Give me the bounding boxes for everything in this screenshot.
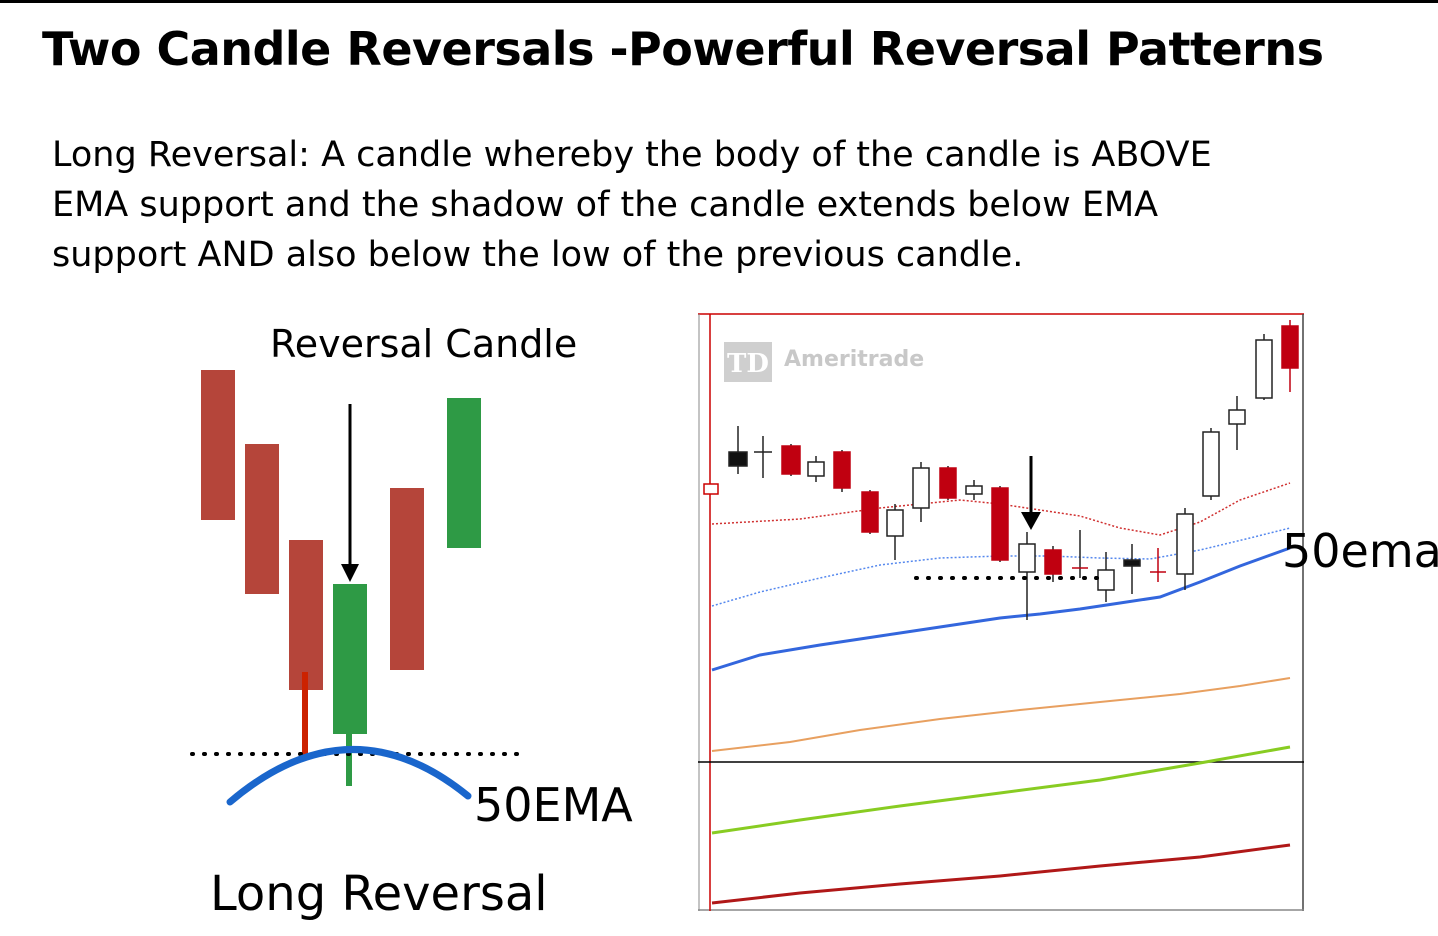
long-reversal-diagram	[190, 370, 526, 806]
candle-body	[781, 445, 801, 475]
diagram-ema-label: 50EMA	[474, 778, 633, 832]
chart-arrow-head	[1021, 512, 1041, 530]
candle-body	[939, 467, 957, 499]
bear-candle-3-wick	[302, 672, 308, 758]
candle-body	[861, 491, 879, 533]
candle-body	[886, 509, 904, 537]
definition-text: Long Reversal: A candle whereby the body…	[52, 130, 1352, 280]
candle-body	[1044, 549, 1062, 575]
candle-body	[965, 485, 983, 495]
td-logo-text: TD	[727, 349, 769, 379]
candle-body	[1018, 543, 1036, 573]
candle-body	[728, 451, 748, 467]
chart-background	[698, 313, 1304, 911]
bear-candle-2	[245, 444, 279, 594]
long-reversal-caption: Long Reversal	[210, 866, 548, 922]
candle-body	[1228, 409, 1246, 425]
candle-body	[1123, 559, 1141, 567]
reversal-candle-body	[333, 584, 367, 734]
candle-body	[1255, 339, 1273, 399]
bull-candle-2	[447, 398, 481, 548]
candle-body	[1202, 431, 1220, 497]
definition-line-3: support AND also below the low of the pr…	[52, 235, 1024, 275]
reversal-candle-label: Reversal Candle	[270, 322, 578, 366]
ema-curve	[226, 745, 472, 806]
td-logo-icon	[724, 342, 772, 382]
candle-body	[1097, 569, 1115, 591]
top-rule	[0, 0, 1438, 3]
candle-body	[833, 451, 851, 489]
candle-body	[1281, 325, 1299, 369]
candlesticks	[728, 320, 1299, 620]
bear-candle-3	[289, 540, 323, 690]
definition-line-2: EMA support and the shadow of the candle…	[52, 185, 1159, 225]
ema-dotted-blue	[711, 527, 1291, 607]
ema-50-blue	[711, 546, 1291, 672]
ema-orange	[711, 677, 1291, 752]
slide-title: Two Candle Reversals -Powerful Reversal …	[42, 22, 1324, 76]
candle-body	[1176, 513, 1194, 575]
candle-body	[912, 467, 930, 509]
candle-body	[991, 487, 1009, 561]
chart-ema-label: 50ema	[1282, 524, 1438, 578]
reversal-arrow-head	[341, 564, 359, 582]
candle-body	[807, 461, 825, 477]
definition-line-1: Long Reversal: A candle whereby the body…	[52, 135, 1212, 175]
chart-left-marker	[703, 483, 719, 495]
ema-darkred	[711, 843, 1291, 905]
bear-candle-1	[201, 370, 235, 520]
price-chart: TD Ameritrade	[698, 313, 1304, 911]
ema-green	[711, 745, 1291, 835]
watermark-text: Ameritrade	[784, 347, 924, 372]
bear-candle-4	[390, 488, 424, 670]
